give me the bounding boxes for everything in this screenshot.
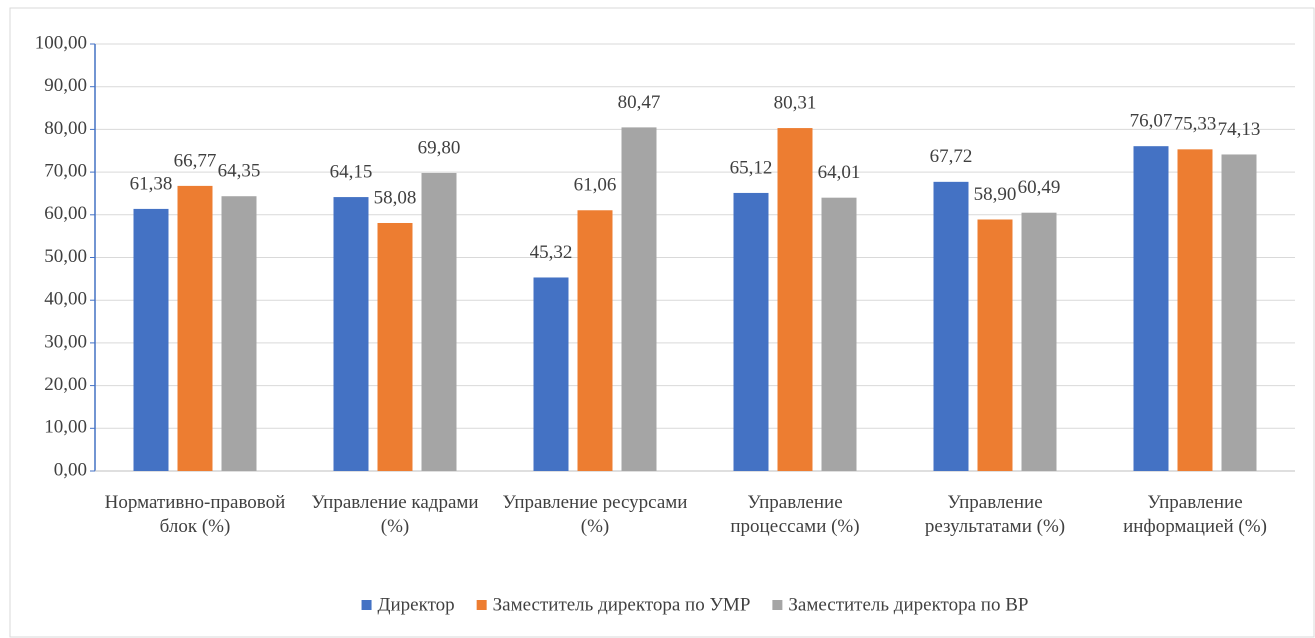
bar <box>733 192 769 471</box>
legend-swatch <box>476 600 487 610</box>
data-label: 75,33 <box>1174 114 1217 135</box>
bar <box>377 222 413 471</box>
bar <box>1177 149 1213 472</box>
data-label: 66,77 <box>174 150 217 171</box>
x-tick-label: Нормативно-правовой блок (%) <box>104 492 286 537</box>
y-tick-label: 0,00 <box>54 459 87 480</box>
bar <box>821 197 857 471</box>
x-tick-label: Управление кадрами (%) <box>311 492 479 537</box>
x-tick-label: Управление ресурсами (%) <box>502 492 688 537</box>
data-label: 76,07 <box>1130 111 1173 132</box>
y-tick-label: 30,00 <box>44 331 87 352</box>
bar <box>777 128 813 471</box>
legend-swatch <box>772 600 783 610</box>
bar <box>421 172 457 472</box>
y-tick-label: 10,00 <box>44 417 87 438</box>
bar <box>133 208 169 471</box>
data-label: 64,15 <box>330 161 373 182</box>
y-tick-label: 40,00 <box>44 289 87 310</box>
legend-label: Заместитель директора по УМР <box>493 594 751 615</box>
data-label: 80,47 <box>618 92 661 113</box>
y-tick-label: 80,00 <box>44 118 87 139</box>
bar <box>621 127 657 471</box>
bar <box>333 197 369 471</box>
data-label: 58,90 <box>974 184 1017 205</box>
y-tick-label: 50,00 <box>44 246 87 267</box>
data-label: 65,12 <box>730 157 773 178</box>
y-tick-label: 90,00 <box>44 75 87 96</box>
y-tick-label: 100,00 <box>35 32 87 53</box>
x-tick-label: Управление информацией (%) <box>1123 492 1267 537</box>
x-tick-label: Управление процессами (%) <box>730 492 860 537</box>
data-label: 67,72 <box>930 146 973 167</box>
data-label: 64,01 <box>818 162 861 183</box>
data-label: 45,32 <box>530 242 573 263</box>
y-tick-label: 60,00 <box>44 203 87 224</box>
data-label: 69,80 <box>418 137 461 158</box>
bar <box>1133 146 1169 472</box>
legend-label: Директор <box>378 594 455 615</box>
x-tick-label: Управление результатами (%) <box>924 492 1066 537</box>
data-label: 74,13 <box>1218 119 1261 140</box>
bar <box>977 219 1013 471</box>
data-label: 58,08 <box>374 187 417 208</box>
bar <box>933 181 969 471</box>
chart-frame <box>9 7 1315 638</box>
bar <box>533 277 569 471</box>
data-label: 60,49 <box>1018 177 1061 198</box>
data-label: 80,31 <box>774 92 817 113</box>
bar <box>1021 212 1057 471</box>
data-label: 64,35 <box>218 161 261 182</box>
legend-label: Заместитель директора по ВР <box>788 594 1028 615</box>
bar <box>577 210 613 471</box>
bar <box>177 185 213 472</box>
y-tick-label: 70,00 <box>44 160 87 181</box>
legend-swatch <box>361 600 372 610</box>
data-label: 61,06 <box>574 175 617 196</box>
bar <box>221 196 257 471</box>
y-tick-label: 20,00 <box>44 374 87 395</box>
data-label: 61,38 <box>130 173 173 194</box>
bar <box>1221 154 1257 471</box>
